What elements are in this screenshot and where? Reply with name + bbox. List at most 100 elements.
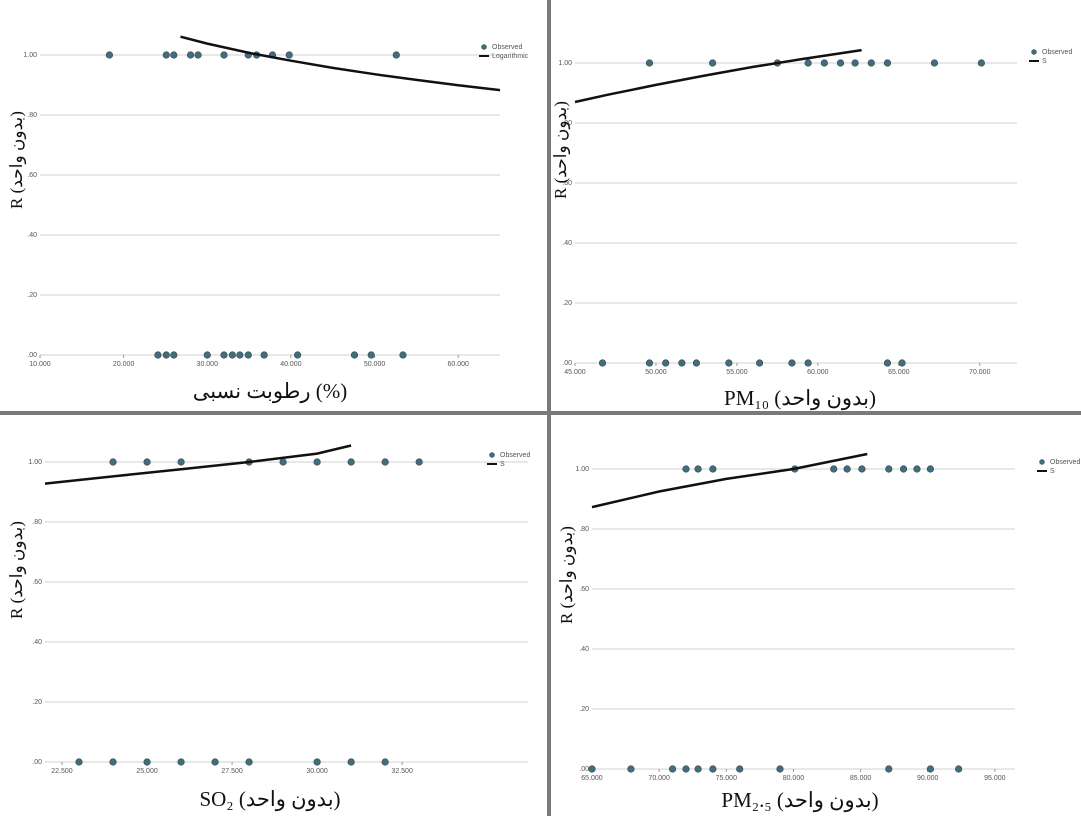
data-point bbox=[260, 351, 268, 359]
y-tick-label: 1.00 bbox=[575, 466, 589, 473]
data-point bbox=[220, 351, 228, 359]
x-axis-label: PM₁₀ (بدون واحد) bbox=[724, 386, 876, 411]
x-tick-label: 70.000 bbox=[648, 775, 670, 782]
data-point bbox=[662, 359, 670, 367]
data-point bbox=[143, 458, 151, 466]
legend-swatch bbox=[1039, 459, 1045, 465]
fit-curve bbox=[591, 452, 868, 509]
data-point bbox=[899, 465, 908, 473]
data-point bbox=[285, 51, 293, 59]
data-point bbox=[682, 765, 690, 773]
data-point bbox=[109, 758, 117, 766]
fit-curve bbox=[574, 48, 862, 104]
x-tick-label: 30.000 bbox=[197, 361, 219, 368]
data-point bbox=[820, 59, 828, 67]
data-point bbox=[415, 458, 423, 466]
data-point bbox=[170, 51, 178, 59]
x-tick-label: 70.000 bbox=[969, 369, 991, 376]
data-point bbox=[885, 765, 893, 773]
x-tick-label: 55.000 bbox=[726, 369, 748, 376]
panel: .00 .20 .40 .60 .80 1.00 22.500 25.000 27.500 30.… bbox=[7, 444, 530, 812]
y-tick-label: .00 bbox=[579, 766, 589, 773]
data-point bbox=[930, 59, 939, 67]
y-tick-label: .40 bbox=[32, 639, 42, 646]
y-tick-label: .60 bbox=[579, 586, 589, 593]
data-point bbox=[154, 351, 162, 359]
x-tick-label: 50.000 bbox=[645, 369, 667, 376]
data-point bbox=[588, 765, 596, 773]
legend-label: S bbox=[1050, 468, 1055, 475]
legend-label: S bbox=[1042, 58, 1047, 65]
data-point bbox=[830, 465, 838, 473]
y-tick-label: .00 bbox=[562, 360, 572, 367]
data-point bbox=[381, 758, 389, 766]
data-point bbox=[977, 59, 985, 67]
y-tick-label: 1.00 bbox=[28, 459, 42, 466]
y-tick-label: .60 bbox=[32, 579, 42, 586]
data-point bbox=[678, 359, 686, 367]
x-tick-label: 75.000 bbox=[716, 775, 738, 782]
data-point bbox=[692, 359, 701, 367]
data-point bbox=[598, 359, 607, 367]
data-point bbox=[843, 465, 851, 473]
data-point bbox=[885, 465, 893, 473]
data-point bbox=[162, 51, 170, 59]
x-tick-label: 90.000 bbox=[917, 775, 939, 782]
x-tick-label: 80.000 bbox=[783, 775, 805, 782]
data-point bbox=[926, 765, 935, 773]
data-point bbox=[668, 765, 677, 773]
data-point bbox=[203, 351, 211, 359]
y-tick-label: .80 bbox=[562, 120, 572, 127]
data-point bbox=[245, 758, 253, 766]
x-axis-label: PM₂.₅ (بدون واحد) bbox=[721, 788, 878, 813]
x-tick-label: 60.000 bbox=[807, 369, 829, 376]
data-point bbox=[709, 765, 717, 773]
data-point bbox=[211, 758, 219, 766]
data-point bbox=[105, 51, 114, 59]
data-point bbox=[804, 359, 812, 367]
data-point bbox=[399, 351, 407, 359]
data-point bbox=[694, 765, 702, 773]
y-tick-label: .20 bbox=[562, 300, 572, 307]
data-point bbox=[954, 765, 963, 773]
legend-label: Observed bbox=[492, 44, 522, 51]
data-point bbox=[177, 758, 185, 766]
legend-label: Observed bbox=[1050, 459, 1080, 466]
data-point bbox=[109, 458, 117, 466]
panel: .00 .20 .40 .60 .80 1.00 45.000 50.000 55.000 60.… bbox=[551, 49, 1073, 411]
legend-label: Logarithmic bbox=[492, 53, 529, 60]
data-point bbox=[736, 765, 744, 773]
y-tick-label: .20 bbox=[27, 292, 37, 299]
x-tick-label: 50.000 bbox=[364, 361, 386, 368]
data-point bbox=[392, 51, 400, 59]
data-point bbox=[220, 51, 228, 59]
data-point bbox=[294, 351, 302, 359]
x-tick-label: 95.000 bbox=[984, 775, 1006, 782]
data-point bbox=[347, 758, 355, 766]
x-axis-label: SO₂ (بدون واحد) bbox=[199, 787, 340, 812]
fit-curve bbox=[180, 35, 501, 92]
x-tick-label: 25.000 bbox=[136, 768, 158, 775]
data-point bbox=[194, 51, 202, 59]
data-point bbox=[898, 359, 906, 367]
legend-swatch bbox=[489, 452, 495, 458]
data-point bbox=[913, 465, 921, 473]
data-point bbox=[709, 59, 717, 67]
data-point bbox=[883, 359, 892, 367]
x-tick-label: 65.000 bbox=[888, 369, 910, 376]
y-tick-label: .40 bbox=[27, 232, 37, 239]
data-point bbox=[682, 465, 690, 473]
data-point bbox=[347, 458, 355, 466]
data-point bbox=[645, 59, 654, 67]
y-tick-label: .60 bbox=[27, 172, 37, 179]
legend-label: S bbox=[500, 461, 505, 468]
data-point bbox=[186, 51, 195, 59]
x-tick-label: 85.000 bbox=[850, 775, 872, 782]
data-point bbox=[755, 359, 764, 367]
y-tick-label: .80 bbox=[32, 519, 42, 526]
y-tick-label: .20 bbox=[32, 699, 42, 706]
y-axis-label: R (بدون واحد) bbox=[7, 521, 27, 619]
x-tick-label: 40.000 bbox=[280, 361, 302, 368]
x-tick-label: 30.000 bbox=[306, 768, 328, 775]
